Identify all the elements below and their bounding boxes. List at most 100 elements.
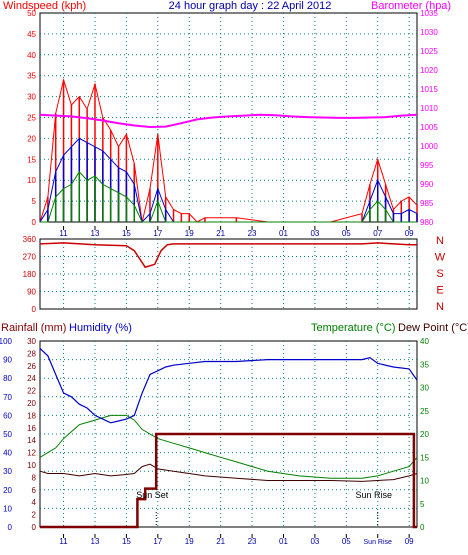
y-tick-label-rainfall: 6 (32, 486, 37, 495)
x-tick-label: 19 (185, 229, 194, 238)
y-tick-label-humidity: 100 (0, 337, 13, 346)
y-tick-label-right: 1015 (420, 85, 438, 94)
y-tick-label-left: 25 (27, 114, 36, 123)
y-tick-label-temperature: 20 (420, 430, 429, 439)
x-tick-label: 03 (310, 537, 319, 546)
y-tick-label-humidity: 0 (8, 523, 13, 532)
compass-label: N (436, 301, 444, 313)
y-tick-label-temperature: 40 (420, 337, 429, 346)
x-tick-label: 15 (122, 229, 131, 238)
y-tick-label-temperature: 5 (420, 500, 425, 509)
x-tick-label: 01 (279, 229, 288, 238)
y-tick-label-right: 980 (420, 218, 434, 227)
average-line (39, 137, 418, 224)
x-tick-label: 03 (310, 229, 319, 238)
y-tick-label-left: 30 (27, 93, 36, 102)
humidity-line (39, 347, 418, 424)
y-tick-label-rainfall: 30 (27, 337, 36, 346)
x-tick-label: 11 (59, 537, 68, 546)
y-tick-label-humidity: 10 (3, 504, 12, 513)
annotations: Sun Set Sun Rise (136, 490, 392, 527)
x-tick-label: 01 (279, 537, 288, 546)
y-tick-label-left: 90 (27, 288, 36, 297)
x-tick-label: Sun Rise (364, 539, 393, 546)
wind-direction-line (39, 242, 417, 269)
x-tick-label: 23 (248, 229, 257, 238)
y-tick-label-right: 1035 (420, 9, 438, 18)
y-tick-label-right: 1025 (420, 47, 438, 56)
x-tick-label: 13 (91, 229, 100, 238)
y-tick-label-left: 15 (27, 155, 36, 164)
y-axis-right: 980 985 990 995 1000 1005 1010 1015 1020 1025 1030… (420, 9, 438, 227)
rainfall-axis-label: Rainfall (mm) (1, 322, 66, 334)
gust-line (39, 78, 418, 223)
y-tick-label-humidity: 40 (3, 449, 12, 458)
y-tick-label-rainfall: 28 (27, 349, 36, 358)
compass-label: E (436, 285, 443, 297)
y-tick-label-rainfall: 8 (32, 473, 37, 482)
compass-label: N (436, 235, 444, 247)
y-tick-label-rainfall: 18 (27, 411, 36, 420)
x-tick-label: 19 (185, 537, 194, 546)
x-tick-label: 23 (248, 537, 257, 546)
sun-event-label: Sun Rise (355, 490, 392, 500)
humidity-axis-label: Humidity (%) (69, 322, 132, 334)
barometer-line (39, 113, 418, 129)
minimum-line (40, 170, 417, 223)
y-tick-label-right: 1005 (420, 123, 438, 132)
series (39, 242, 417, 269)
compass-label: W (435, 252, 446, 264)
grid (40, 239, 417, 309)
temperature-axis-label: Temperature (°C) (311, 322, 395, 334)
y-tick-label-left: 270 (23, 253, 37, 262)
y-tick-label-temperature: 35 (420, 360, 429, 369)
dewpoint-line (39, 463, 418, 482)
y-tick-label-humidity: 50 (3, 430, 12, 439)
compass-label: S (436, 268, 443, 280)
y-axis-humidity: 0 10 20 30 40 50 60 70 80 90 100 (0, 337, 13, 532)
y-tick-label-right: 995 (420, 161, 434, 170)
sun-event-label: Sun Set (136, 490, 169, 500)
y-tick-label-left: 360 (23, 235, 37, 244)
x-tick-label: 09 (405, 537, 414, 546)
rainfall-line (40, 432, 417, 529)
wind-barometer-panel: 24 hour graph day : 22 April 2012 Windsp… (3, 0, 451, 238)
y-tick-label-left: 40 (27, 51, 36, 60)
x-tick-label: 17 (153, 537, 162, 546)
y-tick-label-humidity: 90 (3, 356, 12, 365)
x-tick-label: 05 (342, 229, 351, 238)
x-axis: 11 13 15 17 19 21 23 01 03 05 Sun Rise 09 (59, 534, 414, 546)
y-tick-label-rainfall: 20 (27, 399, 36, 408)
y-tick-label-rainfall: 24 (27, 374, 36, 383)
y-tick-label-left: 0 (32, 218, 37, 227)
y-tick-label-left: 20 (27, 134, 36, 143)
x-tick-label: 17 (153, 229, 162, 238)
y-tick-label-right: 1010 (420, 104, 438, 113)
y-tick-label-right: 1030 (420, 28, 438, 37)
y-tick-label-temperature: 10 (420, 477, 429, 486)
y-tick-label-right: 985 (420, 199, 434, 208)
chart-title: 24 hour graph day : 22 April 2012 (169, 0, 332, 12)
y-tick-label-temperature: 0 (420, 523, 425, 532)
y-tick-label-temperature: 25 (420, 407, 429, 416)
x-axis: 11 13 15 17 19 21 23 01 03 05 07 09 (59, 226, 414, 238)
y-tick-label-rainfall: 14 (27, 436, 36, 445)
y-tick-label-left: 0 (32, 305, 37, 314)
y-tick-label-left: 35 (27, 72, 36, 81)
y-tick-label-humidity: 30 (3, 467, 12, 476)
y-tick-label-rainfall: 4 (32, 498, 37, 507)
y-tick-label-left: 50 (27, 9, 36, 18)
y-tick-label-left: 5 (32, 197, 37, 206)
y-tick-label-temperature: 15 (420, 453, 429, 462)
x-tick-label: 11 (59, 229, 68, 238)
y-axis-left: 0 5 10 15 20 25 30 35 40 45 50 (27, 9, 36, 227)
x-tick-label: 07 (373, 229, 382, 238)
series (39, 347, 418, 529)
y-axis-temperature: 0 5 10 15 20 25 30 35 40 (420, 337, 429, 532)
temperature-line (39, 414, 418, 479)
y-tick-label-right: 1020 (420, 66, 438, 75)
